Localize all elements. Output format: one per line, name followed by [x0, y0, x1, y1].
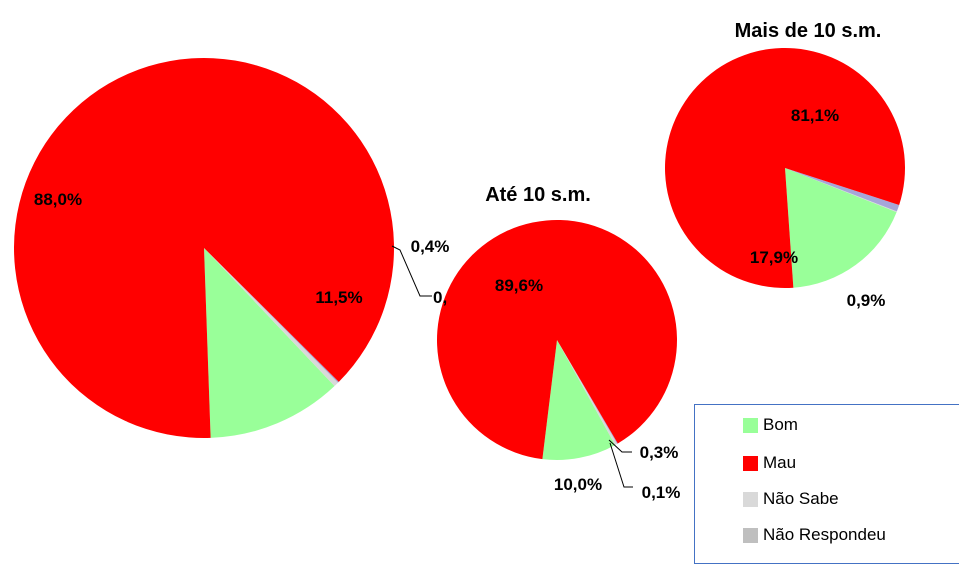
pie-chart-ate-10-sm [437, 220, 678, 460]
chart-title-ate-10-sm: Até 10 s.m. [485, 184, 591, 206]
legend-item-nao-respondeu: Não Respondeu [743, 524, 886, 546]
legend-item-nao-sabe: Não Sabe [743, 488, 839, 510]
data-label-nao-respondeu-mais-10: 0,9% [847, 291, 886, 310]
legend-swatch-nao-respondeu [743, 527, 758, 543]
data-label-nao-respondeu-total: 0, [433, 288, 447, 307]
legend-label: Mau [763, 453, 797, 472]
pie-slice-nao-respondeu [557, 340, 618, 444]
legend-swatch-mau [743, 455, 758, 471]
legend: Bom Mau Não Sabe Não Respondeu [694, 404, 959, 564]
legend-item-mau: Mau [743, 452, 796, 474]
legend-label: Não Respondeu [763, 525, 886, 544]
chart-title-mais-de-10-sm: Mais de 10 s.m. [735, 20, 882, 42]
pie-slice-nao-sabe [557, 340, 618, 445]
data-label-bom-ate-10: 10,0% [554, 475, 602, 494]
pie-slice-nao-respondeu [785, 168, 900, 212]
pie-slice-nao-sabe [204, 248, 338, 387]
data-label-bom-total: 11,5% [315, 288, 362, 307]
legend-swatch-nao-sabe [743, 491, 758, 507]
pie-slice-mau [437, 220, 678, 460]
data-label-bom-mais-10: 17,9% [750, 248, 798, 267]
data-label-nao-sabe-ate-10: 0,3% [640, 443, 679, 462]
pie-slice-nao-sabe [785, 168, 897, 213]
pie-slice-nao-respondeu [204, 248, 339, 383]
leader-line [609, 442, 633, 488]
leader-lines [391, 245, 633, 488]
legend-swatch-bom [743, 417, 758, 433]
data-label-mau-mais-10: 81,1% [791, 106, 839, 125]
pie-slice-bom [542, 340, 616, 460]
leader-line [608, 439, 632, 453]
data-label-mau-total: 88,0% [34, 190, 82, 209]
pie-slice-mau [665, 47, 905, 288]
legend-label: Bom [763, 415, 798, 434]
pie-slice-bom [204, 248, 335, 438]
pie-chart-mais-de-10-sm [665, 47, 905, 288]
pie-slice-bom [785, 168, 897, 288]
legend-label: Não Sabe [763, 489, 839, 508]
data-label-nao-respondeu-ate-10: 0,1% [642, 483, 681, 502]
legend-item-bom: Bom [743, 414, 798, 436]
pie-charts: Até 10 s.m. Mais de 10 s.m. 11,5% 88,0% … [14, 20, 905, 502]
data-label-mau-ate-10: 89,6% [495, 276, 543, 295]
pie-slice-mau [14, 57, 395, 438]
data-label-nao-sabe-total: 0,4% [411, 237, 450, 256]
leader-line [391, 245, 432, 297]
pie-chart-total [14, 57, 395, 438]
